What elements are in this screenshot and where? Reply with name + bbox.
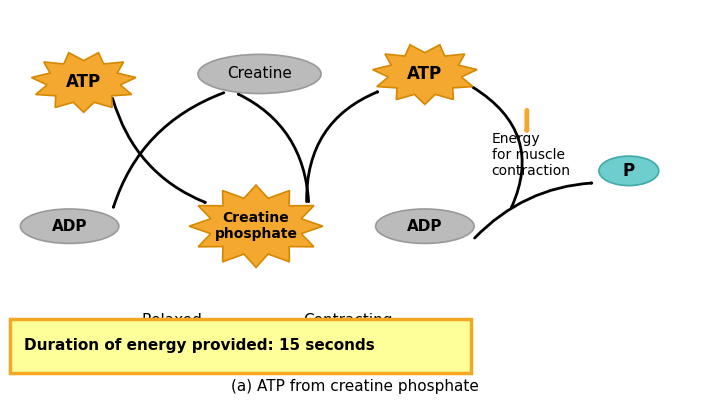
Ellipse shape (21, 209, 119, 243)
Polygon shape (189, 185, 323, 267)
Polygon shape (31, 53, 136, 112)
Text: P: P (623, 162, 635, 180)
Text: Creatine: Creatine (227, 67, 292, 81)
FancyBboxPatch shape (10, 319, 471, 373)
Ellipse shape (599, 156, 659, 186)
Ellipse shape (198, 55, 321, 93)
Ellipse shape (376, 209, 474, 243)
Text: (a) ATP from creatine phosphate: (a) ATP from creatine phosphate (230, 379, 479, 394)
Text: Creatine
phosphate: Creatine phosphate (215, 211, 298, 241)
Text: ADP: ADP (407, 219, 442, 234)
Polygon shape (373, 45, 477, 104)
Text: Energy
for muscle
contraction: Energy for muscle contraction (491, 132, 571, 178)
Text: ATP: ATP (407, 65, 442, 83)
Text: ATP: ATP (66, 73, 101, 91)
Text: Relaxed
muscle: Relaxed muscle (141, 313, 202, 345)
Text: Contracting
muscle: Contracting muscle (303, 313, 392, 345)
Text: Duration of energy provided: 15 seconds: Duration of energy provided: 15 seconds (24, 338, 374, 353)
Text: ADP: ADP (52, 219, 87, 234)
